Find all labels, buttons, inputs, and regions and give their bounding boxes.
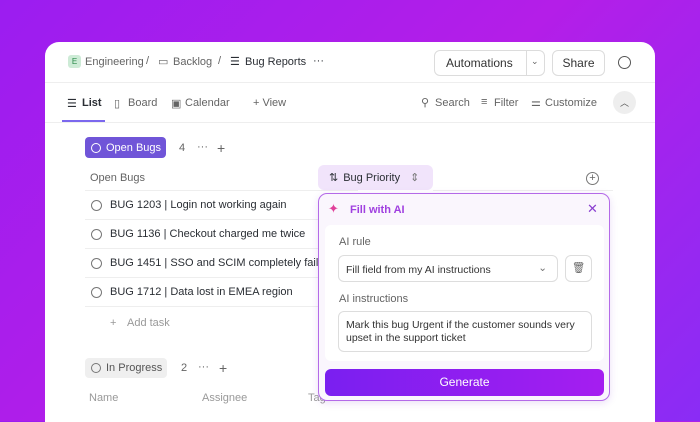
fill-with-ai-popup: ✦ Fill with AI ✕ AI rule Fill field from… [318,193,610,401]
add-task-icon: + [110,317,117,329]
group-label: Open Bugs [106,141,162,154]
breadcrumb-separator: / [146,55,150,67]
divider [45,122,655,123]
priority-icon: ⇅ [329,172,339,184]
chat-icon[interactable] [618,56,631,69]
ai-rule-label: AI rule [339,236,371,248]
column-label: Bug Priority [343,171,401,184]
task-title[interactable]: BUG 1136 | Checkout charged me twice [110,228,306,240]
tab-board[interactable]: Board [128,97,158,109]
breadcrumb-separator: / [218,55,222,67]
filter-button[interactable]: Filter [494,97,519,109]
tab-list[interactable]: List [82,97,102,109]
folder-icon: ▭ [158,56,169,68]
share-button[interactable]: Share [552,50,605,76]
task-row[interactable]: BUG 1451 | SSO and SCIM completely faili… [85,249,357,278]
more-icon[interactable]: ··· [313,55,324,67]
calendar-icon: ▣ [171,98,182,110]
more-icon[interactable]: ··· [198,361,209,373]
task-row[interactable]: BUG 1136 | Checkout charged me twice [85,220,357,249]
add-icon[interactable]: + [217,140,226,156]
customize-icon: ⚌ [531,97,541,109]
ai-instructions-label: AI instructions [339,293,409,305]
collapse-icon[interactable]: ︿ [613,91,636,114]
status-icon [91,142,101,153]
divider [45,82,655,83]
status-icon [91,363,101,373]
chevron-down-icon: ⌄ [538,262,547,274]
trash-icon[interactable]: 🗑 [565,255,592,282]
divider [526,50,527,76]
workspace-avatar: E [68,55,81,68]
sparkle-icon: ✦ [328,201,339,216]
group-count: 2 [181,362,188,374]
divider [433,190,613,191]
ai-rule-select[interactable]: Fill field from my AI instructions ⌄ [338,255,558,282]
popup-title: Fill with AI [350,204,405,216]
automations-label: Automations [446,56,513,70]
add-icon[interactable]: + [219,360,228,376]
breadcrumb-backlog[interactable]: Backlog [173,56,213,68]
app-window: E Engineering / ▭ Backlog / ☰ Bug Report… [45,42,655,422]
column-header-name[interactable]: Name [89,392,119,404]
ai-settings-panel: AI rule Fill field from my AI instructio… [325,225,604,361]
add-task-button[interactable]: Add task [127,317,170,329]
automations-button[interactable]: Automations [434,50,545,76]
task-row[interactable]: BUG 1712 | Data lost in EMEA region [85,278,357,307]
chevron-down-icon[interactable]: ⌄ [531,56,539,66]
ai-rule-value: Fill field from my AI instructions [346,264,491,276]
search-icon: ⚲ [421,97,430,109]
group-in-progress[interactable]: In Progress [85,358,167,378]
breadcrumb-engineering[interactable]: Engineering [85,56,144,68]
task-title[interactable]: BUG 1203 | Login not working again [110,199,287,211]
breadcrumb-bug-reports[interactable]: Bug Reports [245,56,307,68]
list-view-icon: ☰ [67,98,77,110]
status-circle-icon[interactable] [91,286,102,298]
active-tab-indicator [62,120,105,122]
close-icon[interactable]: ✕ [587,201,598,216]
ai-instructions-input[interactable]: Mark this bug Urgent if the customer sou… [338,311,592,352]
bug-priority-column-header[interactable]: ⇅ Bug Priority ⇕ [318,165,433,190]
group-count: 4 [179,142,186,154]
board-icon: ▯ [114,98,121,110]
customize-button[interactable]: Customize [545,97,597,109]
filter-icon: ≡ [481,96,488,108]
status-circle-icon[interactable] [91,228,102,240]
task-row[interactable]: BUG 1203 | Login not working again [85,191,357,220]
column-header-name: Open Bugs [90,172,146,184]
group-label: In Progress [106,362,163,374]
add-column-icon[interactable]: + [586,172,599,185]
divider [85,190,358,191]
group-open-bugs[interactable]: Open Bugs [85,137,166,158]
status-circle-icon[interactable] [91,257,102,269]
more-icon[interactable]: ··· [197,141,208,153]
task-title[interactable]: BUG 1712 | Data lost in EMEA region [110,286,293,298]
share-label: Share [562,56,595,70]
tab-calendar[interactable]: Calendar [185,97,230,109]
add-view-button[interactable]: + View [253,97,287,109]
search-button[interactable]: Search [435,97,470,109]
task-title[interactable]: BUG 1451 | SSO and SCIM completely faili… [110,257,333,269]
generate-button[interactable]: Generate [325,369,604,396]
sort-icon[interactable]: ⇕ [410,172,420,184]
status-circle-icon[interactable] [91,199,102,211]
column-header-assignee[interactable]: Assignee [202,392,248,404]
list-icon: ☰ [230,56,240,68]
